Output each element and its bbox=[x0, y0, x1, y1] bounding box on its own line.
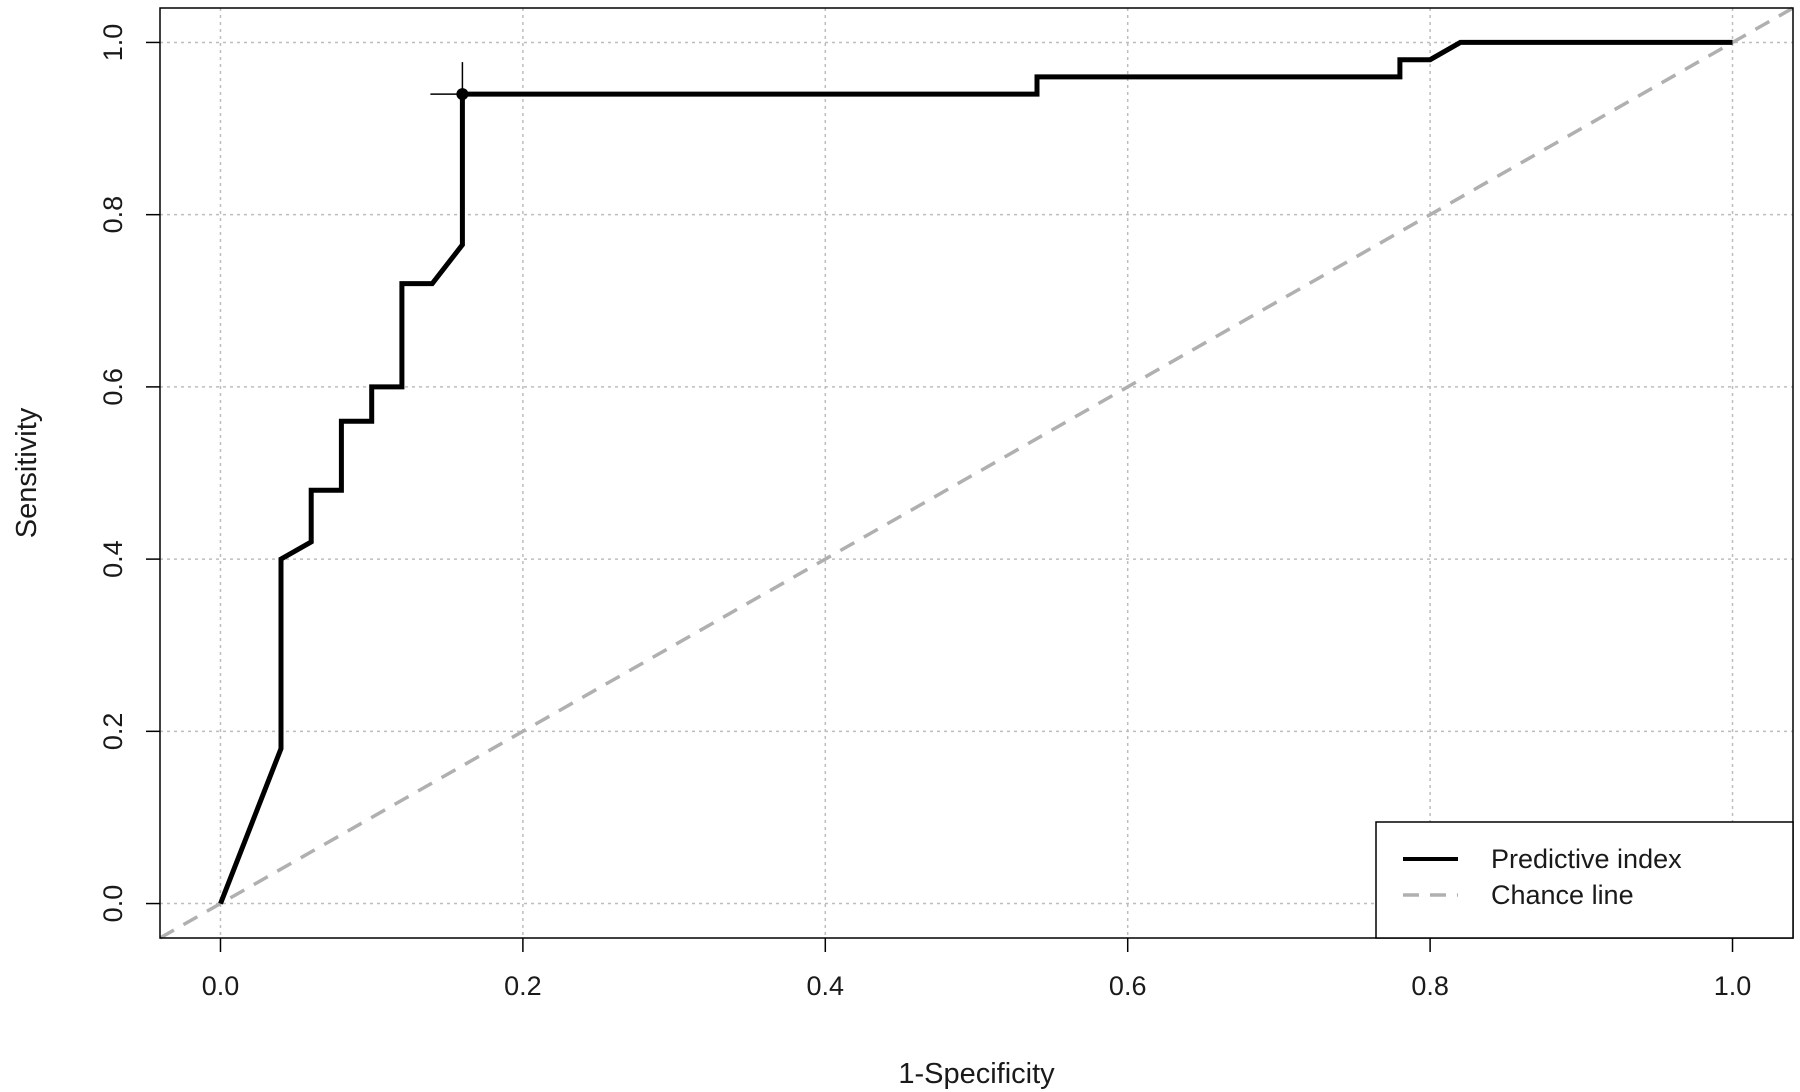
y-axis-title: Sensitivity bbox=[11, 407, 43, 538]
legend-label-predictive-index: Predictive index bbox=[1491, 844, 1682, 874]
y-tick-label-2: 0.4 bbox=[98, 540, 128, 578]
y-tick-label-0: 0.0 bbox=[98, 885, 128, 923]
series-layer bbox=[159, 6, 1794, 940]
x-tick-label-4: 0.8 bbox=[1411, 971, 1449, 1001]
y-tick-label-5: 1.0 bbox=[98, 24, 128, 62]
plot-border bbox=[159, 7, 1794, 939]
x-tick-label-5: 1.0 bbox=[1714, 971, 1752, 1001]
plot-frame bbox=[159, 7, 1794, 939]
x-tick-label-2: 0.4 bbox=[807, 971, 845, 1001]
x-tick-label-1: 0.2 bbox=[504, 971, 542, 1001]
x-tick-label-3: 0.6 bbox=[1109, 971, 1147, 1001]
legend: Predictive index Chance line bbox=[1375, 821, 1794, 939]
cutoff-point-dot bbox=[456, 88, 469, 101]
x-axis-title: 1-Specificity bbox=[898, 1058, 1055, 1090]
series-line-chance-line bbox=[159, 6, 1794, 940]
cutoff-point-marker bbox=[430, 62, 495, 127]
x-tick-label-0: 0.0 bbox=[202, 971, 240, 1001]
series-line-predictive-index bbox=[218, 39, 1733, 905]
y-tick-label-4: 0.8 bbox=[98, 196, 128, 234]
y-tick-label-1: 0.2 bbox=[98, 713, 128, 751]
legend-box bbox=[1375, 821, 1794, 939]
y-tick-label-3: 0.6 bbox=[98, 368, 128, 406]
axis-ticks: 0.0 0.2 0.4 0.6 0.8 1.0 0.0 0.2 0.4 0.6 0.8 1.0 bbox=[98, 24, 1751, 1001]
legend-label-chance-line: Chance line bbox=[1491, 880, 1634, 910]
